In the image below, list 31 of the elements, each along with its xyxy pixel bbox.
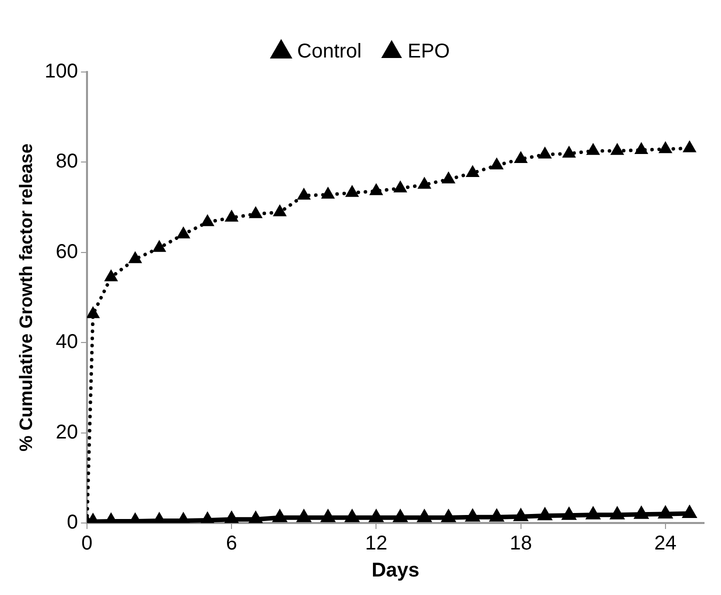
point: [636, 144, 647, 154]
y-tick-label: 0: [66, 512, 78, 534]
point: [298, 189, 310, 200]
point: [322, 188, 334, 199]
point: [370, 184, 382, 196]
y-tick-label: 20: [56, 421, 78, 444]
y-tick-label: 40: [56, 331, 78, 354]
point: [563, 147, 575, 158]
point: [87, 308, 99, 318]
point: [105, 270, 117, 282]
point: [250, 208, 262, 218]
point: [466, 166, 478, 178]
point: [684, 142, 696, 152]
y-tick-label: 60: [56, 240, 78, 263]
legend-label: Control: [297, 40, 362, 63]
x-tick-label: 24: [654, 532, 677, 555]
point: [515, 152, 526, 164]
x-tick-label: 0: [81, 532, 93, 555]
y-tick-label: 100: [44, 60, 78, 83]
x-tick-label: 6: [226, 532, 238, 555]
point: [226, 211, 238, 222]
point: [660, 142, 672, 154]
x-axis-title: Days: [372, 560, 420, 582]
point: [202, 216, 214, 226]
x-tick-label: 18: [510, 532, 532, 555]
point: [130, 252, 141, 264]
y-axis-title: % Cumulative Growth factor release: [16, 143, 36, 452]
legend-label: EPO: [408, 40, 450, 63]
x-tick-label: 12: [365, 532, 388, 555]
point: [539, 148, 551, 159]
y-tick-label: 80: [56, 150, 78, 173]
